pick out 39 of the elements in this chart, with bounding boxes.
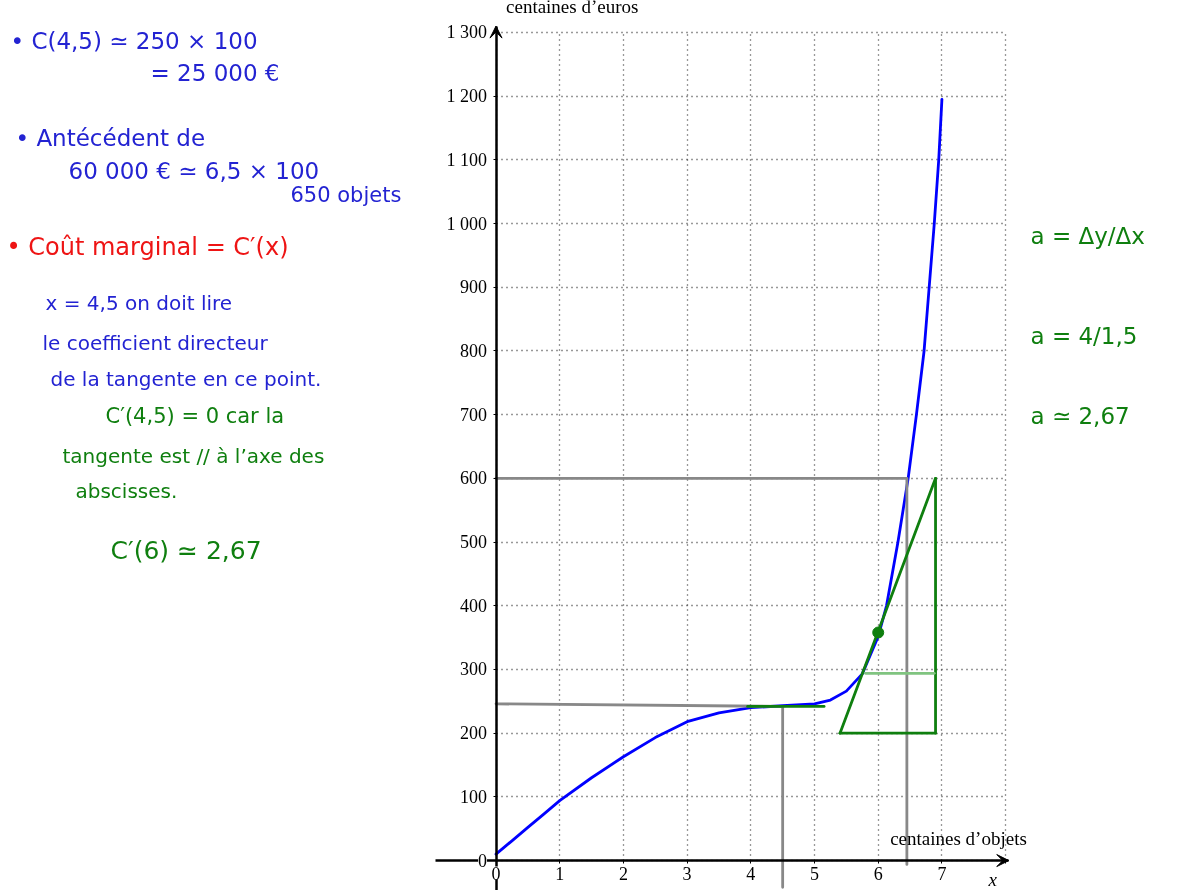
- text: C′(6) ≃ 2,67: [110, 536, 262, 565]
- y-tick-label: 1 000: [446, 213, 488, 234]
- text: a ≃ 2,67: [1030, 402, 1130, 429]
- x-tick-label: 4: [746, 863, 756, 884]
- x-tick-label: 1: [555, 863, 565, 884]
- text: de la tangente en ce point.: [50, 366, 322, 391]
- y-tick-label: 800: [460, 340, 488, 361]
- text: C′(4,5) = 0 car la: [105, 403, 285, 428]
- x-tick-label: 7: [937, 863, 947, 884]
- text: 60 000 € ≃ 6,5 × 100: [68, 157, 320, 184]
- text: a = 4/1,5: [1030, 322, 1138, 349]
- text: tangente est // à l’axe des: [62, 443, 325, 468]
- x-tick-label: 5: [810, 863, 820, 884]
- x-axis-title: centaines d’objets: [890, 827, 1027, 849]
- annotation: x: [987, 868, 998, 890]
- text: 650 objets: [290, 182, 402, 207]
- text: x = 4,5 on doit lire: [45, 290, 233, 315]
- y-tick-label: 700: [460, 404, 488, 425]
- x-tick-label: 6: [873, 863, 883, 884]
- text: abscisses.: [75, 478, 178, 503]
- x-tick-label: 0: [491, 863, 501, 884]
- text: • Coût marginal = C′(x): [6, 232, 289, 261]
- text: = 25 000 €: [150, 59, 280, 86]
- text: • Antécédent de: [15, 124, 206, 151]
- y-tick-label: 600: [460, 468, 488, 489]
- y-tick-label: 400: [460, 595, 488, 616]
- y-tick-label: 200: [460, 723, 488, 744]
- y-tick-label: 1 100: [446, 149, 488, 170]
- y-tick-label: 1 200: [446, 86, 488, 107]
- y-tick-label: 500: [460, 532, 488, 553]
- y-tick-label: 100: [460, 786, 488, 807]
- text: a = Δy/Δx: [1030, 222, 1145, 249]
- x-tick-label: 3: [682, 863, 692, 884]
- text: le coefficient directeur: [42, 330, 269, 355]
- text: • C(4,5) ≃ 250 × 100: [10, 27, 258, 54]
- y-tick-label: 300: [460, 659, 488, 680]
- y-tick-label: 1 300: [446, 22, 488, 43]
- y-tick-label: 900: [460, 277, 488, 298]
- x-tick-label: 2: [618, 863, 628, 884]
